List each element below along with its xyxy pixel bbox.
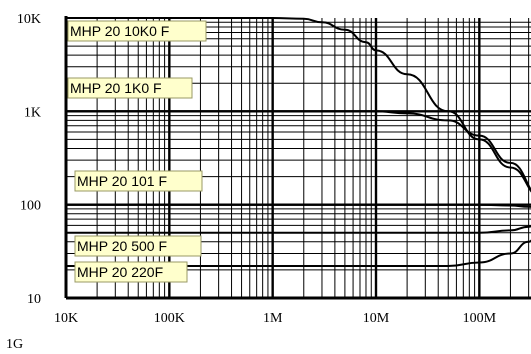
- y-tick-label: 10K: [17, 12, 41, 27]
- series-label-text: MHP 20 1K0 F: [70, 80, 162, 96]
- series-line-4: [66, 225, 531, 234]
- series-label-text: MHP 20 10K0 F: [70, 23, 169, 39]
- series-lines: [66, 16, 531, 268]
- series-label-3: MHP 20 101 F: [74, 170, 203, 192]
- series-line-2: [66, 110, 531, 192]
- series-line-3: [66, 203, 531, 208]
- x-tick-label: 10K: [54, 311, 78, 326]
- series-label-text: MHP 20 101 F: [77, 173, 167, 189]
- series-label-box: [74, 170, 203, 192]
- x-tick-label: 1G: [6, 337, 23, 352]
- series-label-text: MHP 20 500 F: [77, 238, 167, 254]
- series-label-1: MHP 20 10K0 F: [67, 20, 207, 42]
- series-labels: MHP 20 10K0 F MHP 20 1K0 F MHP 20 101 F MHP…: [67, 20, 207, 283]
- series-label-text: MHP 20 220F: [77, 264, 163, 280]
- series-label-box: [74, 261, 188, 283]
- x-tick-label: 100K: [154, 311, 185, 326]
- y-tick-label: 10: [27, 292, 41, 307]
- axes: [64, 16, 531, 300]
- x-tick-label: 100M: [463, 311, 497, 326]
- series-line-1: [66, 16, 531, 193]
- x-tick-label: 10M: [363, 311, 390, 326]
- series-label-box: [74, 235, 202, 257]
- x-axis-ticks: 10K 100K 1M 10M 100M 1G: [6, 311, 497, 352]
- y-tick-label: 100: [20, 199, 41, 214]
- series-label-box: [67, 77, 193, 99]
- x-tick-label: 1M: [263, 311, 283, 326]
- series-label-2: MHP 20 1K0 F: [67, 77, 193, 99]
- series-line-5: [66, 239, 531, 268]
- series-label-box: [67, 20, 207, 42]
- y-axis-ticks: 10 100 1K 10K: [17, 12, 41, 307]
- y-tick-label: 1K: [24, 105, 41, 120]
- series-label-5: MHP 20 220F: [74, 261, 188, 283]
- series-label-4: MHP 20 500 F: [74, 235, 202, 257]
